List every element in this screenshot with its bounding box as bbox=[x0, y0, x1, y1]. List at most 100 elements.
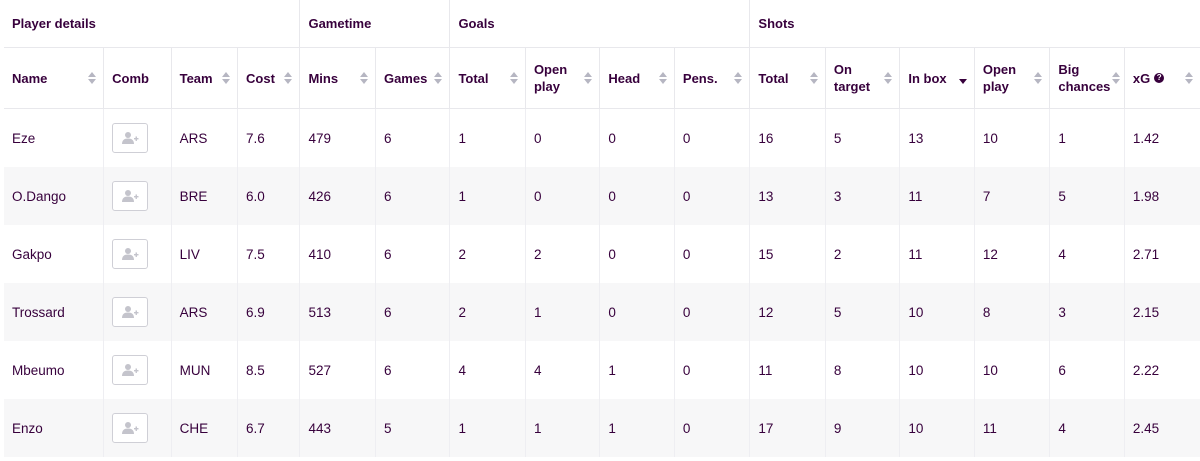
cell-pens: 0 bbox=[674, 399, 751, 457]
cell-goals-total: 1 bbox=[449, 399, 526, 457]
column-header-row: Name Comb Team Cost Mins Games Total Open play H… bbox=[4, 47, 1200, 109]
column-header-cost[interactable]: Cost bbox=[237, 47, 301, 109]
sort-icon[interactable] bbox=[883, 72, 893, 84]
group-header-player-details: Player details bbox=[4, 0, 301, 48]
cell-goals-open: 4 bbox=[525, 341, 601, 399]
column-header-goals-open[interactable]: Open play bbox=[525, 47, 601, 109]
cell-shots-open: 8 bbox=[974, 283, 1051, 341]
column-label-text: Games bbox=[383, 70, 428, 86]
sort-icon[interactable] bbox=[359, 72, 369, 84]
column-header-xg[interactable]: xG? bbox=[1124, 47, 1200, 109]
column-header-games[interactable]: Games bbox=[375, 47, 451, 109]
add-player-icon bbox=[122, 422, 139, 434]
sort-icon[interactable] bbox=[509, 72, 519, 84]
cell-team: MUN bbox=[171, 341, 239, 399]
cell-pens: 0 bbox=[674, 225, 751, 283]
column-label-text: Head bbox=[608, 70, 641, 86]
column-header-name[interactable]: Name bbox=[4, 47, 105, 109]
column-header-goals-total[interactable]: Total bbox=[449, 47, 526, 109]
cell-head: 0 bbox=[599, 225, 675, 283]
column-label-text: Big chances bbox=[1058, 62, 1111, 94]
cell-name[interactable]: Eze bbox=[4, 108, 105, 167]
cell-games: 5 bbox=[375, 399, 451, 457]
column-header-comb: Comb bbox=[103, 47, 172, 109]
cell-team: LIV bbox=[171, 225, 239, 283]
cell-goals-open: 1 bbox=[525, 399, 601, 457]
cell-in-box: 13 bbox=[899, 108, 975, 167]
cell-shots-total: 17 bbox=[749, 399, 826, 457]
column-header-head[interactable]: Head bbox=[599, 47, 675, 109]
sort-icon[interactable] bbox=[809, 72, 819, 84]
cell-team: ARS bbox=[171, 283, 239, 341]
comb-cell bbox=[103, 283, 172, 341]
cell-head: 0 bbox=[599, 108, 675, 167]
column-header-shots-open[interactable]: Open play bbox=[974, 47, 1051, 109]
cell-name[interactable]: Enzo bbox=[4, 399, 105, 457]
column-header-big-chances[interactable]: Big chances bbox=[1049, 47, 1125, 109]
cell-goals-total: 2 bbox=[449, 225, 526, 283]
column-header-in-box[interactable]: In box bbox=[899, 47, 975, 109]
cell-name[interactable]: Gakpo bbox=[4, 225, 105, 283]
cell-goals-open: 0 bbox=[525, 167, 601, 225]
cell-cost: 6.7 bbox=[237, 399, 301, 457]
help-icon[interactable]: ? bbox=[1154, 73, 1165, 83]
add-to-comparison-button[interactable] bbox=[112, 181, 149, 211]
column-label-text: Open play bbox=[533, 62, 568, 94]
cell-mins: 410 bbox=[299, 225, 376, 283]
sort-icon[interactable] bbox=[1033, 72, 1043, 84]
sort-icon[interactable] bbox=[1112, 72, 1121, 84]
column-label: Open play bbox=[534, 61, 574, 95]
add-to-comparison-button[interactable] bbox=[112, 413, 149, 443]
column-header-pens[interactable]: Pens. bbox=[674, 47, 751, 109]
cell-shots-open: 11 bbox=[974, 399, 1051, 457]
add-player-icon bbox=[122, 306, 139, 318]
comb-cell bbox=[103, 225, 172, 283]
sort-icon[interactable] bbox=[583, 72, 593, 84]
column-header-mins[interactable]: Mins bbox=[299, 47, 376, 109]
player-stats-table: Player details Gametime Goals Shots Name Com… bbox=[4, 0, 1200, 457]
cell-shots-total: 16 bbox=[749, 108, 826, 167]
group-header-goals: Goals bbox=[449, 0, 751, 48]
sort-icon[interactable] bbox=[87, 72, 97, 84]
column-label: Head bbox=[608, 70, 640, 87]
cell-on-target: 5 bbox=[825, 283, 901, 341]
add-to-comparison-button[interactable] bbox=[112, 239, 149, 269]
cell-shots-total: 11 bbox=[749, 341, 826, 399]
cell-xg: 1.42 bbox=[1132, 130, 1160, 146]
sort-icon[interactable] bbox=[221, 72, 231, 84]
cell-goals-total: 4 bbox=[449, 341, 526, 399]
column-label-text: Name bbox=[12, 70, 48, 86]
column-label: Name bbox=[12, 70, 47, 87]
cell-cost: 7.6 bbox=[237, 108, 301, 167]
column-header-team[interactable]: Team bbox=[171, 47, 239, 109]
cell-in-box: 10 bbox=[899, 283, 975, 341]
sort-icon[interactable] bbox=[733, 72, 743, 84]
cell-cost: 6.0 bbox=[237, 167, 301, 225]
sort-icon[interactable] bbox=[433, 72, 443, 84]
column-header-shots-total[interactable]: Total bbox=[749, 47, 826, 109]
cell-on-target: 8 bbox=[825, 341, 901, 399]
cell-in-box: 10 bbox=[899, 341, 975, 399]
column-label: xG? bbox=[1133, 70, 1165, 87]
column-label-text: In box bbox=[908, 70, 947, 86]
add-to-comparison-button[interactable] bbox=[112, 123, 149, 153]
cell-big-chances: 5 bbox=[1049, 167, 1125, 225]
column-header-on-target[interactable]: On target bbox=[825, 47, 901, 109]
cell-name[interactable]: Trossard bbox=[4, 283, 105, 341]
cell-name[interactable]: Mbeumo bbox=[4, 341, 105, 399]
cell-in-box: 10 bbox=[899, 399, 975, 457]
cell-goals-total: 1 bbox=[449, 167, 526, 225]
sort-icon[interactable] bbox=[658, 72, 668, 84]
sort-icon[interactable] bbox=[283, 72, 293, 84]
column-label: Big chances bbox=[1058, 61, 1112, 95]
add-to-comparison-button[interactable] bbox=[112, 297, 149, 327]
column-label: Open play bbox=[983, 61, 1023, 95]
table-row: Eze ARS 7.6 479 6 1 0 0 0 16 5 13 10 1 1.42 bbox=[4, 108, 1200, 167]
sort-descending-icon[interactable] bbox=[958, 72, 968, 84]
cell-name[interactable]: O.Dango bbox=[4, 167, 105, 225]
cell-shots-total: 15 bbox=[749, 225, 826, 283]
sort-icon[interactable] bbox=[1184, 72, 1194, 84]
column-label-text: Comb bbox=[112, 70, 149, 86]
add-to-comparison-button[interactable] bbox=[112, 355, 149, 385]
column-label: On target bbox=[834, 61, 874, 95]
